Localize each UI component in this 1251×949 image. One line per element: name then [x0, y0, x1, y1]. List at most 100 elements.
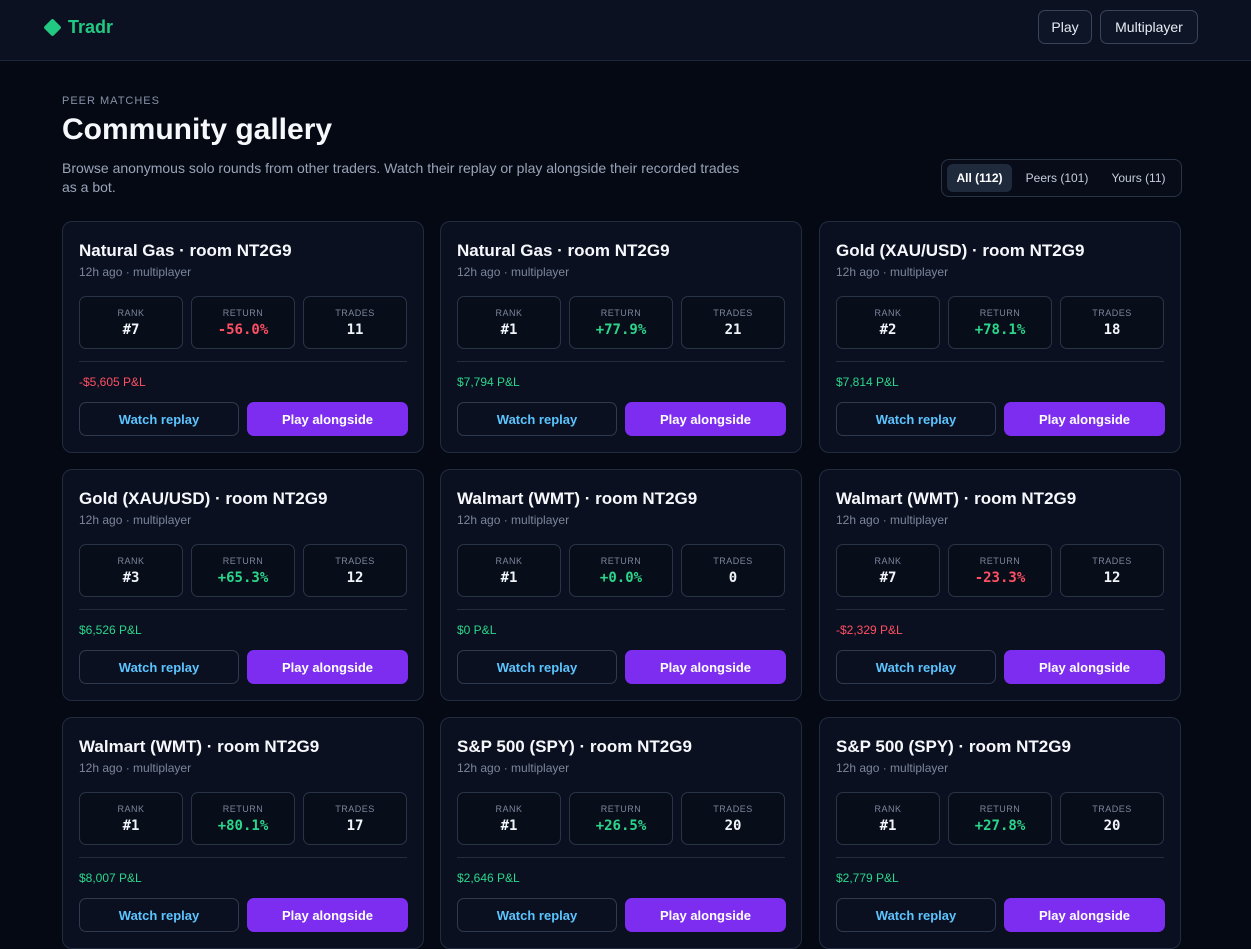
rank-stat: RANK #7 [836, 544, 940, 597]
return-label: RETURN [222, 556, 264, 566]
rank-value: #7 [122, 322, 140, 338]
return-stat: RETURN -56.0% [191, 296, 295, 349]
rank-value: #1 [879, 818, 897, 834]
watch-replay-button[interactable]: Watch replay [457, 898, 617, 932]
return-stat: RETURN +26.5% [569, 792, 673, 845]
play-alongside-button[interactable]: Play alongside [625, 650, 786, 684]
trades-label: TRADES [1092, 556, 1132, 566]
card-title: Walmart (WMT) · room NT2G9 [836, 489, 1077, 508]
watch-replay-button[interactable]: Watch replay [79, 650, 239, 684]
play-alongside-button[interactable]: Play alongside [1004, 650, 1165, 684]
rank-label: RANK [117, 556, 145, 566]
brand-logo[interactable]: Tradr [43, 16, 114, 38]
rank-value: #2 [879, 322, 897, 338]
card-divider [79, 609, 407, 610]
match-card: S&P 500 (SPY) · room NT2G9 12h ago · mult… [819, 717, 1181, 949]
trades-value: 21 [724, 322, 742, 338]
return-value: +0.0% [599, 570, 643, 586]
rank-label: RANK [495, 804, 523, 814]
return-stat: RETURN +0.0% [569, 544, 673, 597]
return-value: +26.5% [595, 818, 647, 834]
return-stat: RETURN +27.8% [948, 792, 1052, 845]
match-card: Walmart (WMT) · room NT2G9 12h ago · mult… [819, 469, 1181, 701]
trades-stat: TRADES 12 [303, 544, 407, 597]
match-card: Walmart (WMT) · room NT2G9 12h ago · mult… [440, 469, 802, 701]
pnl-value: $0 P&L [457, 623, 497, 637]
play-alongside-button[interactable]: Play alongside [1004, 402, 1165, 436]
return-label: RETURN [222, 804, 264, 814]
rank-value: #1 [122, 818, 140, 834]
multiplayer-nav-button[interactable]: Multiplayer [1100, 10, 1198, 44]
filter-tab-peers[interactable]: Peers (101) [1025, 171, 1089, 185]
return-stat: RETURN +65.3% [191, 544, 295, 597]
pnl-value: -$5,605 P&L [79, 375, 146, 389]
watch-replay-button[interactable]: Watch replay [836, 650, 996, 684]
rank-stat: RANK #1 [836, 792, 940, 845]
filter-tabs: All (112) Peers (101) Yours (11) [941, 159, 1182, 197]
rank-stat: RANK #1 [457, 296, 561, 349]
play-nav-button[interactable]: Play [1038, 10, 1092, 44]
trades-value: 20 [724, 818, 742, 834]
page-description: Browse anonymous solo rounds from other … [62, 160, 740, 195]
return-value: +78.1% [974, 322, 1026, 338]
watch-replay-button[interactable]: Watch replay [79, 402, 239, 436]
return-label: RETURN [979, 804, 1021, 814]
top-bar: Tradr Play Multiplayer [0, 0, 1251, 61]
filter-tab-yours[interactable]: Yours (11) [1111, 171, 1166, 185]
play-alongside-button[interactable]: Play alongside [625, 898, 786, 932]
trades-label: TRADES [713, 308, 753, 318]
trades-label: TRADES [713, 556, 753, 566]
card-title: Walmart (WMT) · room NT2G9 [457, 489, 698, 508]
rank-stat: RANK #1 [457, 544, 561, 597]
watch-replay-button[interactable]: Watch replay [836, 402, 996, 436]
rank-label: RANK [874, 556, 902, 566]
page-title: Community gallery [62, 113, 333, 146]
trades-value: 11 [346, 322, 364, 338]
trades-label: TRADES [335, 308, 375, 318]
watch-replay-button[interactable]: Watch replay [79, 898, 239, 932]
watch-replay-button[interactable]: Watch replay [457, 650, 617, 684]
return-value: +27.8% [974, 818, 1026, 834]
rank-label: RANK [117, 804, 145, 814]
pnl-value: $2,779 P&L [836, 871, 899, 885]
rank-label: RANK [874, 308, 902, 318]
rank-value: #1 [500, 818, 518, 834]
diamond-logo-icon [43, 17, 62, 37]
return-value: +77.9% [595, 322, 647, 338]
play-alongside-button[interactable]: Play alongside [247, 650, 408, 684]
play-alongside-button[interactable]: Play alongside [247, 402, 408, 436]
rank-label: RANK [495, 308, 523, 318]
trades-value: 12 [1103, 570, 1121, 586]
return-value: +65.3% [217, 570, 269, 586]
card-title: S&P 500 (SPY) · room NT2G9 [836, 737, 1071, 756]
pnl-value: $2,646 P&L [457, 871, 520, 885]
trades-value: 20 [1103, 818, 1121, 834]
return-value: +80.1% [217, 818, 269, 834]
return-stat: RETURN -23.3% [948, 544, 1052, 597]
card-meta: 12h ago · multiplayer [457, 265, 570, 279]
trades-stat: TRADES 18 [1060, 296, 1164, 349]
rank-stat: RANK #3 [79, 544, 183, 597]
rank-stat: RANK #2 [836, 296, 940, 349]
trades-label: TRADES [1092, 804, 1132, 814]
filter-tab-all[interactable]: All (112) [947, 164, 1012, 192]
brand-name: Tradr [68, 16, 114, 37]
play-alongside-button[interactable]: Play alongside [1004, 898, 1165, 932]
play-alongside-button[interactable]: Play alongside [247, 898, 408, 932]
play-alongside-button[interactable]: Play alongside [625, 402, 786, 436]
card-meta: 12h ago · multiplayer [457, 513, 570, 527]
trades-stat: TRADES 20 [681, 792, 785, 845]
card-title: Gold (XAU/USD) · room NT2G9 [836, 241, 1085, 260]
card-meta: 12h ago · multiplayer [79, 513, 192, 527]
card-divider [79, 857, 407, 858]
trades-label: TRADES [1092, 308, 1132, 318]
watch-replay-button[interactable]: Watch replay [457, 402, 617, 436]
watch-replay-button[interactable]: Watch replay [836, 898, 996, 932]
return-label: RETURN [600, 804, 642, 814]
trades-stat: TRADES 11 [303, 296, 407, 349]
rank-stat: RANK #1 [79, 792, 183, 845]
return-value: -56.0% [217, 322, 269, 338]
rank-value: #1 [500, 322, 518, 338]
rank-value: #7 [879, 570, 897, 586]
card-meta: 12h ago · multiplayer [836, 265, 949, 279]
